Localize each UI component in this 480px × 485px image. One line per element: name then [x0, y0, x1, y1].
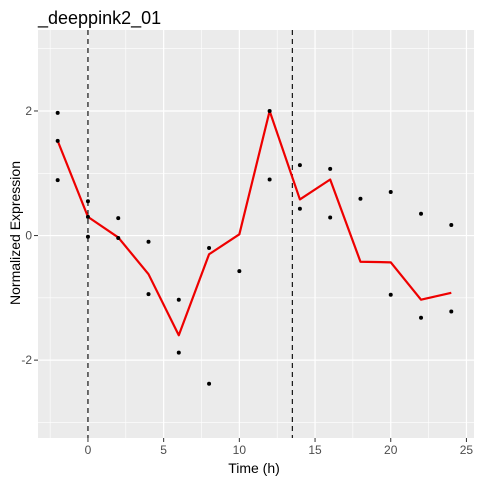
x-axis-label: Time (h) — [228, 460, 280, 476]
data-point — [449, 222, 454, 227]
y-tick-label: -2 — [21, 353, 32, 367]
data-point — [358, 196, 363, 201]
data-point — [419, 315, 424, 320]
data-point — [176, 350, 181, 355]
y-tick-label: 0 — [25, 229, 32, 243]
data-point — [55, 138, 60, 143]
x-tick-label: 25 — [460, 443, 474, 457]
data-point — [328, 215, 333, 220]
data-point — [55, 178, 60, 183]
data-point — [388, 292, 393, 297]
x-tick-label: 15 — [308, 443, 322, 457]
data-point — [116, 236, 121, 241]
y-axis-label: Normalized Expression — [7, 161, 23, 305]
x-tick-label: 0 — [85, 443, 92, 457]
data-point — [176, 297, 181, 302]
data-point — [237, 269, 242, 274]
data-point — [85, 234, 90, 239]
data-point — [267, 177, 272, 182]
data-point — [297, 163, 302, 168]
y-tick-label: 2 — [25, 104, 32, 118]
plot-panel — [38, 30, 474, 438]
x-tick-label: 20 — [384, 443, 398, 457]
data-point — [449, 309, 454, 314]
data-point — [116, 216, 121, 221]
data-point — [85, 214, 90, 219]
data-point — [55, 110, 60, 115]
chart-title: _deeppink2_01 — [37, 8, 161, 29]
data-point — [146, 292, 151, 297]
x-tick-label: 5 — [160, 443, 167, 457]
data-point — [388, 189, 393, 194]
data-point — [328, 166, 333, 171]
x-tick-label: 10 — [233, 443, 247, 457]
data-point — [207, 246, 212, 251]
data-point — [297, 206, 302, 211]
data-point — [267, 108, 272, 113]
data-point — [207, 381, 212, 386]
data-point — [85, 199, 90, 204]
series-line — [56, 109, 452, 337]
data-point — [146, 239, 151, 244]
data-point — [419, 211, 424, 216]
